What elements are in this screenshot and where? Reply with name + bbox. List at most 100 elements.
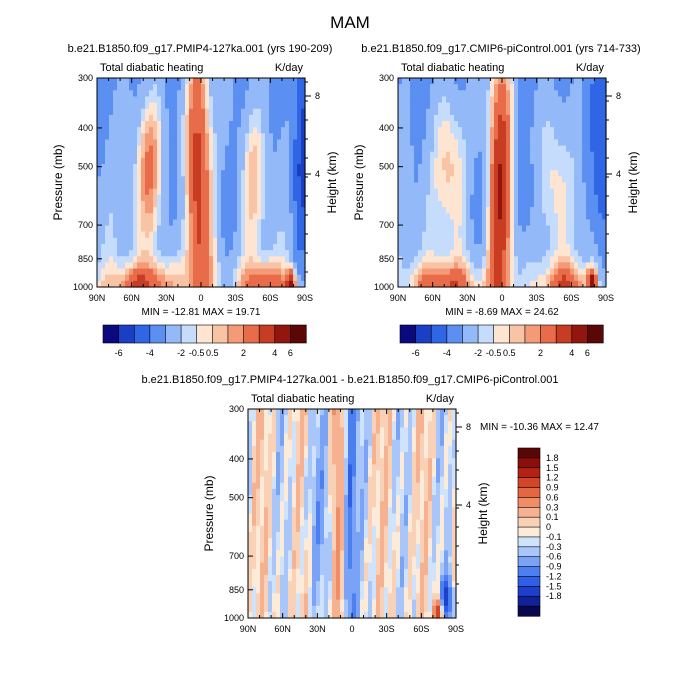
heatmap-cell [412, 519, 417, 527]
heatmap-cell [125, 200, 130, 208]
heatmap-cell [566, 274, 571, 282]
heatmap-cell [442, 219, 447, 227]
heatmap-cell [474, 250, 479, 257]
heatmap-cell [225, 170, 230, 177]
heatmap-cell [268, 488, 273, 496]
heatmap-cell [117, 237, 122, 245]
heatmap-cell [462, 108, 467, 116]
heatmap-cell [301, 231, 306, 239]
heatmap-cell [510, 102, 515, 110]
heatmap-cell [448, 433, 453, 441]
heatmap-cell [105, 151, 110, 159]
heatmap-cell [598, 108, 603, 116]
heatmap-cell [137, 262, 142, 270]
heatmap-cell [562, 84, 567, 91]
heatmap-cell [554, 96, 559, 104]
heatmap-cell [101, 250, 106, 257]
heatmap-cell [301, 200, 306, 208]
heatmap-cell [121, 102, 126, 110]
heatmap-cell [396, 507, 401, 515]
heatmap-cell [458, 102, 463, 110]
heatmap-cell [590, 182, 595, 190]
heatmap-cell [161, 108, 166, 116]
heatmap-cell [448, 507, 453, 515]
heatmap-cell [177, 194, 182, 202]
heatmap-cell [406, 213, 411, 220]
heatmap-cell [590, 127, 595, 134]
heatmap-cell [241, 121, 246, 128]
heatmap-cell [424, 544, 429, 551]
heatmap-cell [396, 452, 401, 459]
heatmap-cell [392, 409, 397, 416]
heatmap-cell [245, 133, 250, 141]
heatmap-cell [301, 114, 306, 122]
heatmap-cell [312, 507, 317, 515]
heatmap-cell [582, 219, 587, 227]
heatmap-cell [594, 213, 599, 220]
heatmap-cell [436, 445, 441, 453]
heatmap-cell [428, 507, 433, 515]
heatmap-cell [578, 262, 583, 270]
heatmap-cell [402, 114, 407, 122]
heatmap-cell [502, 121, 507, 128]
heatmap-cell [474, 96, 479, 104]
heatmap-cell [141, 102, 146, 110]
heatmap-cell [474, 164, 479, 171]
heatmap-cell [256, 538, 261, 545]
heatmap-cell [450, 268, 455, 276]
heatmap-cell [446, 182, 451, 190]
heatmap-cell [201, 225, 206, 233]
heatmap-cell [522, 207, 527, 214]
heatmap-cell [398, 188, 403, 196]
heatmap-cell [113, 114, 118, 122]
heatmap-cell [474, 139, 479, 147]
heatmap-cell [201, 237, 206, 245]
heatmap-cell [145, 145, 150, 153]
heatmap-cell [125, 250, 130, 257]
heatmap-cell [248, 409, 253, 416]
heatmap-cell [598, 157, 603, 165]
heatmap-cell [530, 213, 535, 220]
heatmap-cell [558, 114, 563, 122]
heatmap-cell [458, 78, 463, 85]
heatmap-cell [558, 84, 563, 91]
heatmap-cell [594, 139, 599, 147]
heatmap-cell [368, 544, 373, 551]
heatmap-cell [422, 256, 427, 264]
colorbar-label: -2 [177, 348, 185, 358]
heatmap-cell [189, 207, 194, 214]
heatmap-cell [209, 250, 214, 257]
heatmap-cell [364, 421, 369, 429]
heatmap-cell [209, 84, 214, 91]
heatmap-cell [426, 114, 431, 122]
heatmap-cell [364, 427, 369, 435]
heatmap-cell [478, 78, 483, 85]
heatmap-cell [193, 151, 198, 159]
heatmap-cell [129, 108, 134, 116]
heatmap-cell [324, 409, 329, 416]
heatmap-cell [450, 96, 455, 104]
heatmap-cell [434, 127, 439, 134]
heatmap-cell [404, 519, 409, 527]
heatmap-cell [296, 513, 301, 521]
heatmap-cell [284, 501, 289, 508]
heatmap-cell [372, 519, 377, 527]
heatmap-cell [312, 470, 317, 478]
heatmap-cell [570, 139, 575, 147]
heatmap-cell [348, 519, 353, 527]
heatmap-cell [530, 170, 535, 177]
heatmap-cell [121, 176, 126, 184]
heatmap-cell [269, 231, 274, 239]
heatmap-cell [344, 501, 349, 508]
heatmap-cell [340, 525, 345, 533]
heatmap-cell [153, 280, 158, 288]
heatmap-cell [169, 108, 174, 116]
heatmap-cell [185, 200, 190, 208]
heatmap-cell [420, 538, 425, 545]
heatmap-cell [125, 139, 130, 147]
heatmap-cell [121, 219, 126, 227]
heatmap-cell [400, 415, 405, 422]
heatmap-cell [352, 452, 357, 459]
heatmap-cell [348, 452, 353, 459]
heatmap-cell [406, 157, 411, 165]
